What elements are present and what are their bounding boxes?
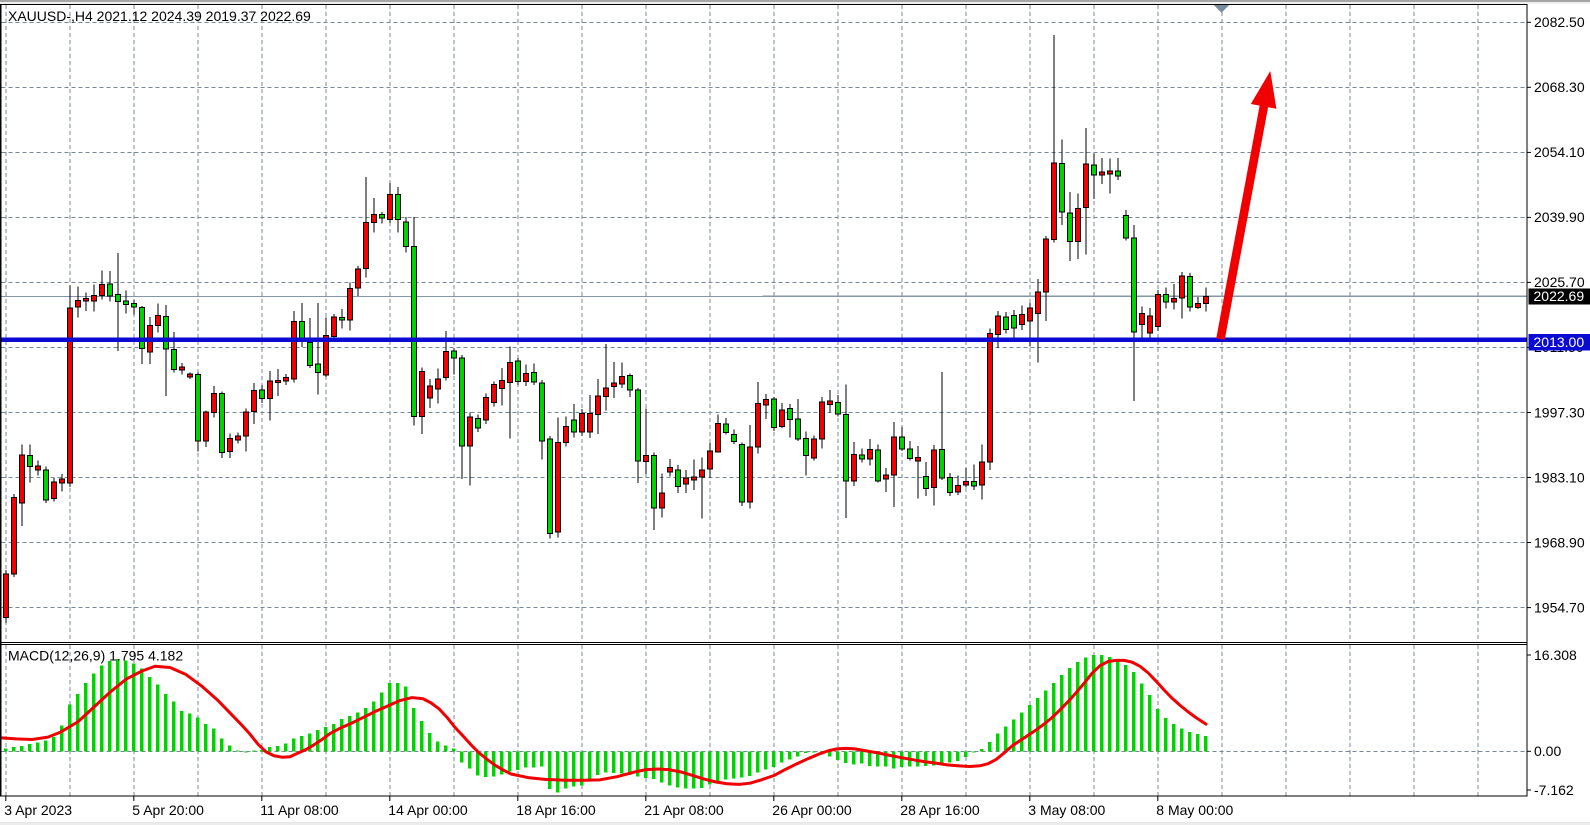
svg-text:8 May 00:00: 8 May 00:00: [1156, 802, 1233, 818]
svg-text:XAUUSD-,H4 2021.12 2024.39 20: XAUUSD-,H4 2021.12 2024.39 2019.37 2022.…: [8, 8, 311, 24]
svg-text:2022.69: 2022.69: [1534, 288, 1585, 304]
svg-text:1954.70: 1954.70: [1534, 599, 1585, 615]
svg-text:0.00: 0.00: [1534, 743, 1561, 759]
svg-text:MACD(12,26,9) 1.795 4.182: MACD(12,26,9) 1.795 4.182: [8, 648, 183, 664]
svg-text:2054.10: 2054.10: [1534, 144, 1585, 160]
svg-text:2039.90: 2039.90: [1534, 209, 1585, 225]
svg-text:11 Apr 08:00: 11 Apr 08:00: [260, 802, 339, 818]
svg-text:2082.50: 2082.50: [1534, 14, 1585, 30]
svg-text:1997.30: 1997.30: [1534, 404, 1585, 420]
svg-text:2025.70: 2025.70: [1534, 274, 1585, 290]
svg-text:1968.90: 1968.90: [1534, 534, 1585, 550]
svg-text:14 Apr 00:00: 14 Apr 00:00: [388, 802, 468, 818]
svg-text:21 Apr 08:00: 21 Apr 08:00: [644, 802, 724, 818]
svg-text:5 Apr 20:00: 5 Apr 20:00: [132, 802, 204, 818]
svg-text:3 May 08:00: 3 May 08:00: [1028, 802, 1105, 818]
svg-text:26 Apr 00:00: 26 Apr 00:00: [772, 802, 852, 818]
svg-text:2068.30: 2068.30: [1534, 79, 1585, 95]
svg-text:18 Apr 16:00: 18 Apr 16:00: [516, 802, 596, 818]
svg-text:2013.00: 2013.00: [1534, 334, 1585, 350]
svg-text:-7.162: -7.162: [1534, 782, 1574, 798]
svg-text:28 Apr 16:00: 28 Apr 16:00: [900, 802, 980, 818]
svg-text:3 Apr 2023: 3 Apr 2023: [4, 802, 72, 818]
svg-text:16.308: 16.308: [1534, 647, 1577, 663]
svg-text:1983.10: 1983.10: [1534, 469, 1585, 485]
